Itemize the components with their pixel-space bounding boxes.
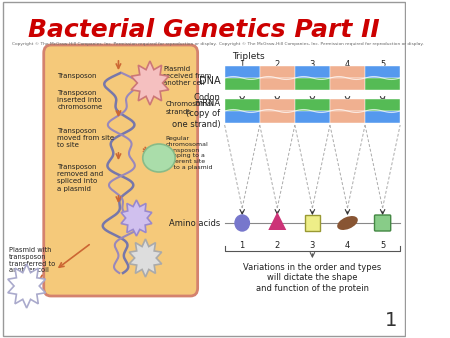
- Bar: [365, 111, 400, 123]
- Text: 5: 5: [380, 60, 385, 69]
- Polygon shape: [8, 264, 45, 308]
- Bar: [260, 99, 295, 111]
- FancyBboxPatch shape: [374, 215, 391, 231]
- Bar: [330, 99, 365, 111]
- Text: 3: 3: [310, 98, 315, 107]
- Text: Plasmid with
transposon
transferred to
another coil: Plasmid with transposon transferred to a…: [9, 246, 55, 273]
- Text: 2: 2: [274, 60, 280, 69]
- Bar: [225, 99, 260, 111]
- Text: 2: 2: [274, 241, 280, 250]
- Text: 5: 5: [380, 241, 385, 250]
- Bar: [260, 111, 295, 123]
- Bar: [305, 215, 320, 231]
- Text: 3: 3: [310, 241, 315, 250]
- Text: Codon: Codon: [193, 93, 220, 102]
- Polygon shape: [129, 239, 162, 277]
- Bar: [330, 66, 365, 78]
- Bar: [225, 78, 260, 90]
- Circle shape: [235, 215, 249, 231]
- Text: mRNA
(copy of
one strand): mRNA (copy of one strand): [171, 99, 220, 129]
- Bar: [365, 78, 400, 90]
- Text: Transposon
inserted into
chromosome: Transposon inserted into chromosome: [57, 90, 103, 110]
- Bar: [225, 111, 260, 123]
- Text: Transposon
moved from site
to site: Transposon moved from site to site: [57, 128, 114, 148]
- Ellipse shape: [143, 144, 175, 172]
- Bar: [365, 66, 400, 78]
- Bar: [330, 111, 365, 123]
- FancyBboxPatch shape: [44, 45, 198, 296]
- Bar: [365, 99, 400, 111]
- Bar: [295, 66, 330, 78]
- Bar: [330, 78, 365, 90]
- Text: Variations in the order and types
will dictate the shape
and function of the pro: Variations in the order and types will d…: [243, 263, 382, 293]
- Text: 2: 2: [274, 98, 280, 107]
- Bar: [225, 66, 260, 78]
- Bar: [260, 78, 295, 90]
- Text: Regular
chromosomal
transposon
jumping to a
different site
or to a plasmid: Regular chromosomal transposon jumping t…: [165, 136, 213, 170]
- Text: 1: 1: [239, 60, 245, 69]
- Text: Chromosomal
strands: Chromosomal strands: [165, 101, 213, 115]
- Bar: [295, 99, 330, 111]
- Text: 4: 4: [345, 60, 350, 69]
- Polygon shape: [131, 61, 169, 105]
- Text: 3: 3: [310, 60, 315, 69]
- Text: 1: 1: [239, 241, 245, 250]
- Ellipse shape: [337, 216, 358, 230]
- Text: Amino acids: Amino acids: [169, 218, 220, 227]
- Text: Copyright © The McGraw-Hill Companies, Inc. Permission required for reproduction: Copyright © The McGraw-Hill Companies, I…: [219, 42, 424, 46]
- Text: 1: 1: [385, 311, 397, 330]
- Text: DNA: DNA: [198, 76, 220, 86]
- Text: Transposon: Transposon: [57, 73, 97, 79]
- Text: Copyright © The McGraw-Hill Companies, Inc. Permission required for reproduction: Copyright © The McGraw-Hill Companies, I…: [12, 42, 217, 46]
- Polygon shape: [268, 212, 286, 230]
- Text: 4: 4: [345, 241, 350, 250]
- Text: 5: 5: [380, 98, 385, 107]
- Text: Bacterial Genetics Part II: Bacterial Genetics Part II: [28, 18, 380, 42]
- Text: Triplets: Triplets: [232, 52, 265, 61]
- Text: Transposon
removed and
spliced into
a plasmid: Transposon removed and spliced into a pl…: [57, 165, 104, 192]
- Bar: [260, 66, 295, 78]
- Text: 4: 4: [345, 98, 350, 107]
- Text: 1: 1: [239, 98, 245, 107]
- Bar: [295, 111, 330, 123]
- Text: Plasmid
received from
another cell: Plasmid received from another cell: [163, 66, 212, 86]
- Bar: [295, 78, 330, 90]
- Polygon shape: [121, 200, 152, 236]
